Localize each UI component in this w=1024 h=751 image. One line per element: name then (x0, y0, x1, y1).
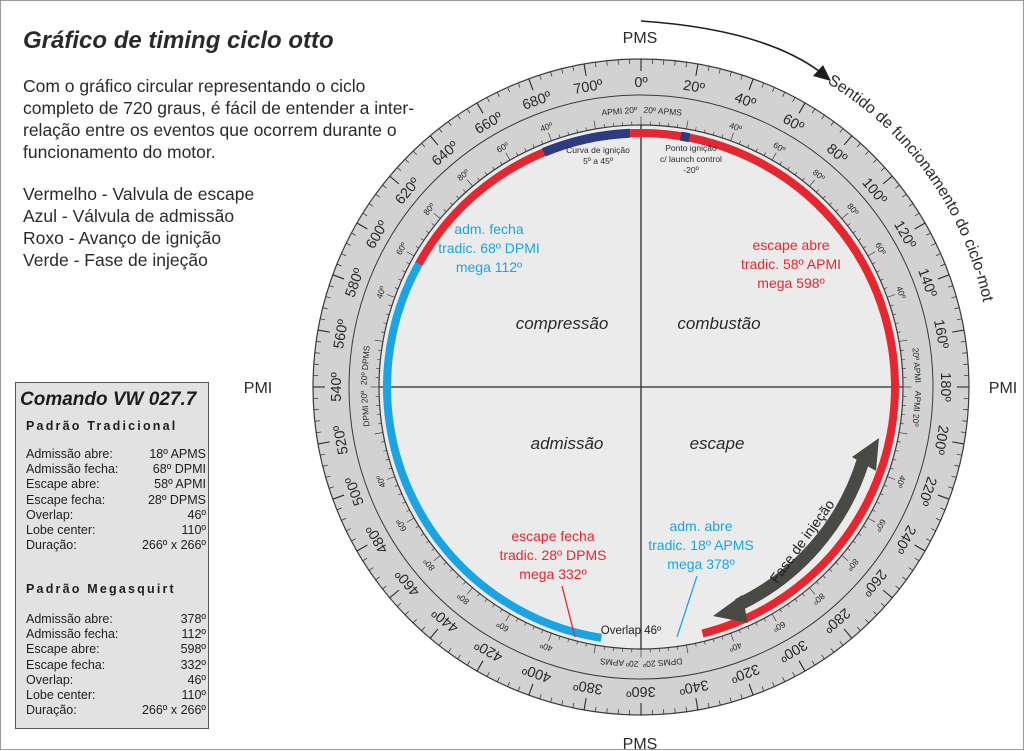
annotation-line: mega 378º (667, 556, 734, 572)
annotation-line: escape abre (752, 237, 829, 253)
outer-degree-label: 540º (329, 372, 345, 402)
pmi-left-label: PMI (244, 380, 272, 397)
outer-degree-label: 0º (634, 75, 648, 91)
rotation-arrowhead (813, 65, 831, 81)
quadrant-combustion: combustão (677, 314, 760, 333)
annotation-line: mega 598º (757, 275, 824, 291)
annotation-line: mega 112º (456, 259, 522, 275)
quadrant-compression: compressão (516, 314, 609, 333)
annotation-line: mega 332º (519, 566, 586, 582)
label-line: 5º a 45º (583, 156, 613, 166)
annotation-line: tradic. 18º APMS (648, 537, 754, 553)
annotation-line: adm. abre (669, 518, 732, 534)
pms-bottom-label: PMS (623, 736, 658, 751)
annotation-line: adm. fecha (454, 221, 523, 237)
outer-degree-label: 360º (626, 683, 656, 699)
label-line: Ponto ignição (665, 143, 717, 153)
quadrant-intake: admissão (531, 434, 604, 453)
overlap-label: Overlap 46º (601, 625, 662, 637)
pms-top-label: PMS (623, 30, 658, 47)
label-line: c/ launch control (660, 154, 722, 164)
annotation-line: tradic. 58º APMI (741, 256, 841, 272)
label-line: Curva de ignição (566, 145, 630, 155)
annotation-line: tradic. 68º DPMI (438, 240, 540, 256)
quadrant-exhaust: escape (690, 434, 745, 453)
ignition-launch-marker (681, 136, 690, 138)
annotation-line: tradic. 28º DPMS (499, 547, 606, 563)
pmi-right-label: PMI (989, 380, 1017, 397)
outer-degree-label: 180º (937, 372, 953, 402)
annotation-line: escape fecha (511, 528, 594, 544)
label-line: -20º (683, 165, 698, 175)
